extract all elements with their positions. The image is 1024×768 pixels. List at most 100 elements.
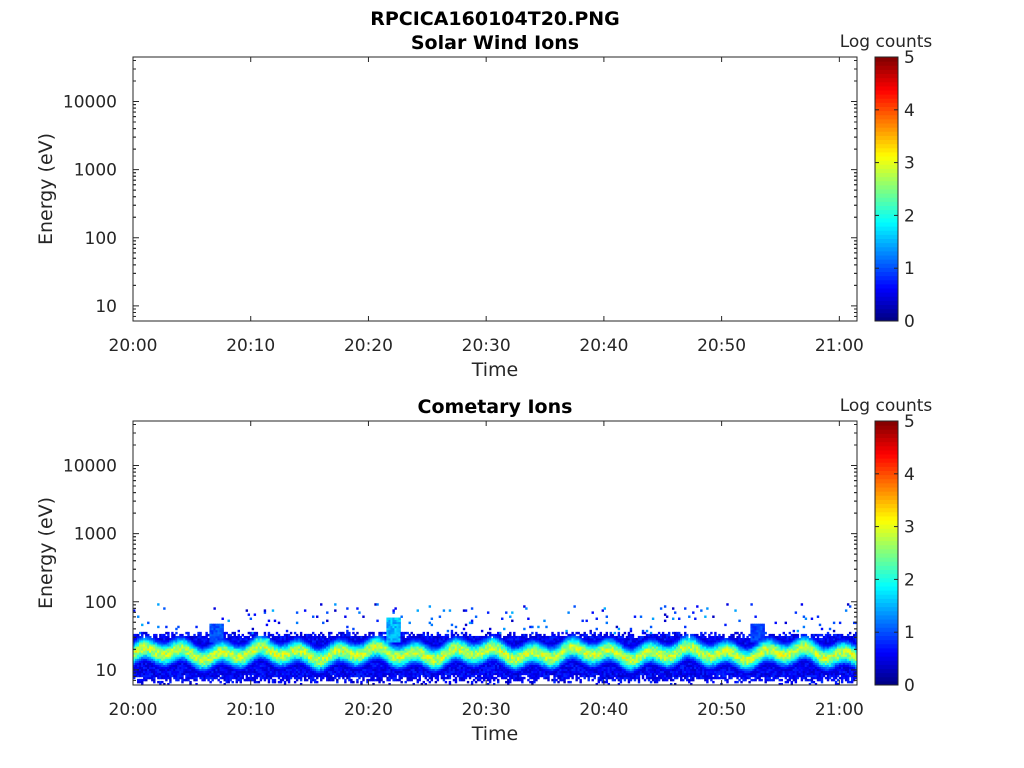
heatmap-cell	[255, 676, 259, 680]
heatmap-cell	[309, 680, 313, 684]
heatmap-cell	[332, 654, 335, 657]
heatmap-cell	[279, 637, 283, 641]
heatmap-cell	[141, 668, 144, 672]
heatmap-cell	[340, 637, 343, 641]
heatmap-cell	[171, 668, 174, 672]
heatmap-cell	[436, 644, 440, 647]
heatmap-cell	[199, 652, 202, 655]
heatmap-cell	[340, 660, 343, 663]
heatmap-cell	[472, 662, 476, 665]
heatmap-cell	[199, 658, 202, 661]
heatmap-cell	[171, 646, 174, 649]
heatmap-cell	[394, 678, 397, 682]
heatmap-cell	[382, 668, 385, 672]
heatmap-cell	[478, 678, 482, 682]
heatmap-cell	[197, 640, 200, 643]
heatmap-cell	[191, 660, 194, 663]
heatmap-cell	[217, 650, 220, 653]
heatmap-cell	[398, 617, 401, 620]
heatmap-cell	[219, 623, 222, 627]
heatmap-cell	[360, 666, 363, 670]
heatmap-cell	[309, 646, 313, 649]
heatmap-cell	[476, 658, 480, 661]
heatmap-cell	[428, 676, 432, 680]
heatmap-cell	[412, 635, 415, 639]
heatmap-cell	[241, 633, 245, 637]
heatmap-cell	[221, 652, 224, 655]
heatmap-cell	[249, 672, 253, 676]
heatmap-cell	[255, 650, 259, 653]
heatmap-cell	[434, 656, 438, 659]
heatmap-cell	[460, 631, 464, 635]
heatmap-cell	[382, 662, 385, 665]
heatmap-cell	[211, 648, 214, 651]
heatmap-cell	[420, 658, 423, 661]
heatmap-cell	[438, 637, 442, 641]
heatmap-cell	[281, 642, 285, 645]
heatmap-cell	[271, 642, 275, 645]
heatmap-cell	[199, 660, 202, 663]
heatmap-cell	[189, 640, 192, 643]
heatmap-cell	[249, 674, 253, 678]
heatmap-cell	[269, 648, 273, 651]
heatmap-cell	[239, 666, 242, 670]
heatmap-cell	[454, 644, 458, 647]
heatmap-cell	[499, 648, 502, 651]
heatmap-cell	[193, 662, 196, 665]
heatmap-cell	[499, 640, 502, 643]
heatmap-cell	[362, 668, 365, 672]
x-tick-label: 21:00	[815, 336, 864, 356]
heatmap-cell	[227, 676, 230, 680]
heatmap-cell	[444, 658, 448, 661]
heatmap-cell	[203, 648, 206, 651]
heatmap-cell	[376, 664, 379, 667]
heatmap-cell	[185, 678, 188, 682]
heatmap-cell	[269, 670, 273, 674]
heatmap-cell	[509, 635, 512, 639]
heatmap-cell	[360, 658, 363, 661]
heatmap-cell	[177, 640, 180, 643]
heatmap-cell	[442, 662, 446, 665]
heatmap-cell	[476, 678, 480, 682]
heatmap-cell	[338, 631, 341, 635]
heatmap-cell	[384, 660, 387, 663]
heatmap-cell	[153, 652, 156, 655]
heatmap-cell	[145, 662, 148, 665]
heatmap-cell	[311, 654, 315, 657]
heatmap-cell	[340, 644, 343, 647]
axes-frame	[132, 56, 858, 322]
heatmap-cell	[167, 646, 170, 649]
heatmap-cell	[269, 633, 273, 637]
heatmap-cell	[474, 668, 478, 672]
heatmap-cell	[396, 619, 399, 623]
heatmap-cell	[476, 666, 480, 670]
heatmap-cell	[265, 635, 269, 639]
heatmap-cell	[217, 678, 220, 682]
heatmap-cell	[533, 652, 536, 655]
heatmap-cell	[169, 642, 172, 645]
heatmap-cell	[157, 648, 160, 651]
heatmap-cell	[523, 656, 526, 659]
heatmap-cell	[197, 637, 200, 641]
heatmap-cell	[505, 637, 508, 641]
heatmap-cell	[390, 629, 393, 633]
heatmap-cell	[366, 642, 369, 645]
heatmap-cell	[446, 666, 450, 670]
heatmap-cell	[394, 633, 397, 637]
heatmap-cell	[332, 656, 335, 659]
heatmap-cell	[147, 658, 150, 661]
heatmap-cell	[231, 664, 234, 667]
heatmap-cell	[490, 650, 494, 653]
heatmap-cell	[503, 646, 506, 649]
heatmap-cell	[135, 660, 138, 663]
heatmap-cell	[444, 633, 448, 637]
heatmap-cell	[488, 656, 492, 659]
heatmap-cell	[297, 654, 301, 657]
heatmap-cell	[217, 668, 220, 672]
heatmap-cell	[314, 668, 317, 672]
heatmap-cell	[398, 648, 401, 651]
heatmap-cell	[488, 637, 492, 641]
heatmap-cell	[468, 674, 472, 678]
colorbar-segment	[875, 184, 898, 190]
heatmap-cell	[177, 660, 180, 663]
